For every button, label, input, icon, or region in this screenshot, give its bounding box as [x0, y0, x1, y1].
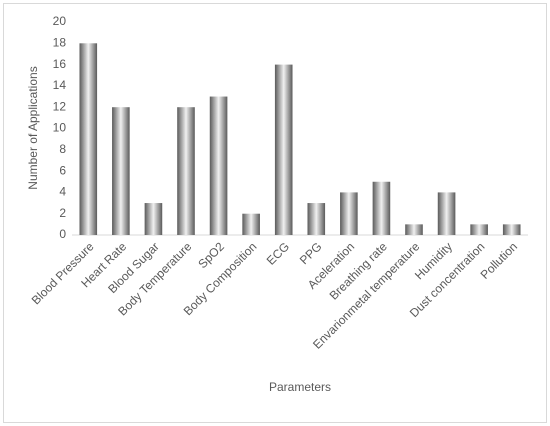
y-tick-label: 20 [53, 14, 67, 28]
bar [307, 203, 326, 235]
y-tick-label: 2 [59, 206, 66, 220]
bar [502, 224, 521, 235]
bar [372, 181, 391, 235]
y-tick-label: 14 [53, 78, 67, 92]
x-axis-title: Parameters [269, 380, 331, 394]
bar [470, 224, 488, 235]
bar [112, 107, 130, 235]
bar [340, 192, 358, 235]
bar [437, 192, 456, 235]
bar [274, 64, 293, 235]
y-tick-label: 6 [59, 163, 66, 177]
y-tick-label: 10 [53, 121, 67, 135]
y-tick-label: 8 [59, 142, 66, 156]
y-tick-label: 0 [59, 227, 66, 241]
bar [242, 213, 260, 235]
y-tick-label: 4 [59, 185, 66, 199]
bar [209, 96, 228, 235]
y-tick-label: 16 [53, 57, 67, 71]
y-tick-label: 18 [53, 35, 67, 49]
y-axis-title: Number of Applications [26, 66, 40, 189]
bar [79, 43, 98, 235]
bar [405, 224, 423, 235]
bar [144, 203, 163, 235]
y-tick-label: 12 [53, 99, 67, 113]
bar [177, 107, 195, 235]
